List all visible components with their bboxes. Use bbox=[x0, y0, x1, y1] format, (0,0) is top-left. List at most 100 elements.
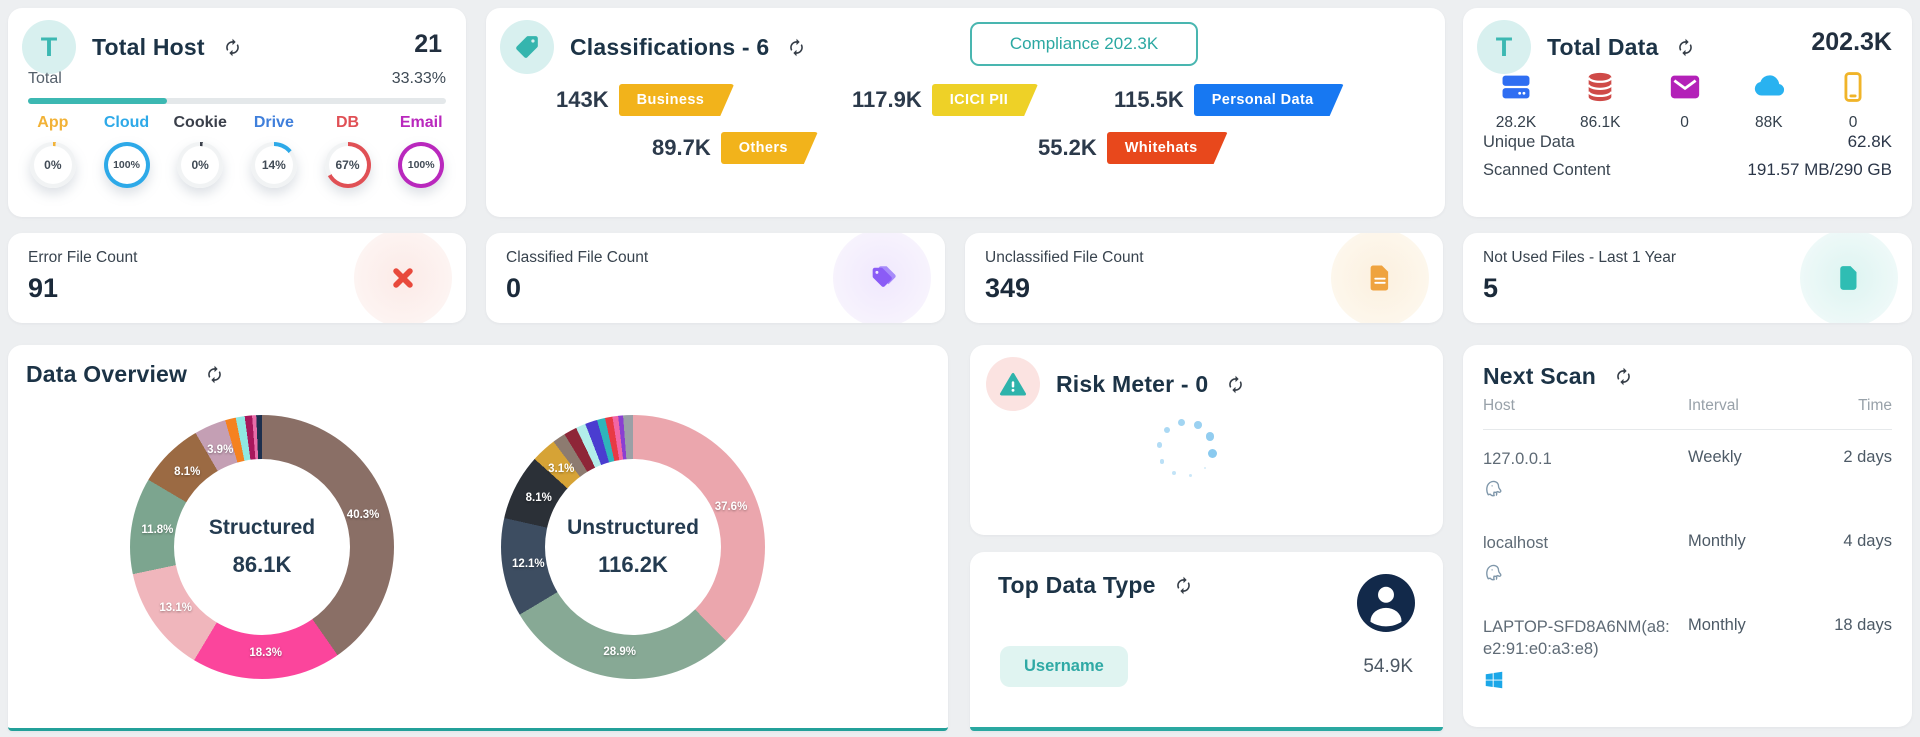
refresh-icon[interactable] bbox=[223, 38, 242, 57]
structured-value: 86.1K bbox=[232, 552, 292, 577]
unique-data-value: 62.8K bbox=[1847, 132, 1892, 151]
gauge-label: DB bbox=[335, 114, 360, 131]
next-scan-header: Host Interval Time bbox=[1483, 397, 1892, 430]
source-value: 88K bbox=[1754, 114, 1783, 131]
gauge-ring: 0% bbox=[29, 142, 76, 188]
top-data-type-value: 54.9K bbox=[1363, 656, 1413, 677]
classification-count: 55.2K bbox=[1038, 135, 1097, 160]
stat-value: 5 bbox=[1483, 273, 1499, 303]
gauge-value: 0% bbox=[44, 158, 62, 172]
next-scan-title: Next Scan bbox=[1483, 363, 1597, 389]
col-interval: Interval bbox=[1688, 397, 1739, 414]
next-scan-card: Next Scan Host Interval Time 127.0.0.1 We… bbox=[1463, 345, 1912, 727]
total-host-card: T Total Host 21 Total 33.33% App 0% Cloud 1… bbox=[8, 8, 466, 217]
gauge-value: 100% bbox=[407, 159, 435, 171]
cloud-icon bbox=[1751, 70, 1787, 109]
next-scan-row: 127.0.0.1 Weekly 2 days bbox=[1483, 430, 1892, 514]
stat-label: Not Used Files - Last 1 Year bbox=[1483, 249, 1676, 266]
data-icon-letter: T bbox=[1495, 31, 1513, 62]
top-data-type-title: Top Data Type bbox=[998, 572, 1156, 598]
classified-file-count-card: Classified File Count 0 bbox=[486, 233, 945, 323]
unclassified-file-count-card: Unclassified File Count 349 bbox=[965, 233, 1443, 323]
gauge-ring: 100% bbox=[103, 142, 150, 188]
classification-item: 115.5K Personal Data bbox=[1114, 82, 1344, 118]
classifications-title: Classifications - 6 bbox=[570, 33, 770, 60]
host-gauge-email: Email 100% bbox=[384, 114, 458, 188]
source-value: 0 bbox=[1848, 114, 1858, 131]
classification-item: 89.7K Others bbox=[652, 130, 818, 166]
loading-spinner-icon bbox=[1150, 413, 1222, 485]
classification-item: 143K Business bbox=[556, 82, 734, 118]
stat-label: Unclassified File Count bbox=[985, 249, 1144, 266]
host-progress-fill bbox=[28, 98, 168, 104]
classification-item: 55.2K Whitehats bbox=[1038, 130, 1228, 166]
col-time: Time bbox=[1858, 397, 1892, 414]
stat-value: 91 bbox=[28, 273, 59, 303]
gauge-label: App bbox=[37, 114, 69, 131]
next-scan-row: localhost Monthly 4 days bbox=[1483, 514, 1892, 598]
gauge-ring: 0% bbox=[177, 142, 224, 188]
unstructured-value: 116.2K bbox=[598, 552, 668, 577]
scan-time: 4 days bbox=[1843, 532, 1892, 550]
host-icon-letter: T bbox=[40, 31, 58, 62]
postgres-icon bbox=[1483, 562, 1688, 590]
classification-count: 143K bbox=[556, 87, 609, 112]
database-icon bbox=[1583, 70, 1617, 109]
gauge-value: 67% bbox=[335, 158, 360, 172]
host-gauge-cookie: Cookie 0% bbox=[163, 114, 237, 188]
refresh-icon[interactable] bbox=[1676, 38, 1695, 57]
scan-interval: Monthly bbox=[1688, 616, 1746, 634]
gauge-value: 0% bbox=[191, 158, 209, 172]
classification-tag[interactable]: Others bbox=[721, 132, 818, 164]
unstructured-donut: Unstructured 116.2K 37.6% 28.9% 12.1% 8.1% 3… bbox=[501, 415, 765, 679]
structured-label: Structured bbox=[208, 516, 316, 539]
unstructured-donut-center: Unstructured 116.2K bbox=[545, 459, 721, 635]
total-data-title: Total Data bbox=[1547, 33, 1659, 60]
host-cell: 127.0.0.1 bbox=[1483, 448, 1688, 514]
stat-value: 0 bbox=[506, 273, 522, 303]
gauge-label: Email bbox=[399, 114, 443, 131]
error-x-icon bbox=[354, 233, 452, 323]
risk-meter-title: Risk Meter - 0 bbox=[1056, 370, 1209, 397]
warning-icon bbox=[986, 357, 1040, 411]
compliance-badge[interactable]: Compliance 202.3K bbox=[970, 22, 1198, 66]
data-overview-title: Data Overview bbox=[26, 361, 188, 387]
classifications-card: Classifications - 6 Compliance 202.3K 14… bbox=[486, 8, 1445, 217]
host-gauges: App 0% Cloud 100% Cookie 0% Drive 14% DB 67% Email… bbox=[16, 114, 458, 188]
total-label: Total bbox=[28, 70, 62, 87]
refresh-icon[interactable] bbox=[1226, 375, 1245, 394]
col-host: Host bbox=[1483, 397, 1515, 414]
server-icon bbox=[1499, 70, 1533, 109]
scanned-content-label: Scanned Content bbox=[1483, 160, 1611, 179]
refresh-icon[interactable] bbox=[1174, 576, 1193, 595]
classification-tag[interactable]: Business bbox=[619, 84, 735, 116]
mail-icon bbox=[1668, 70, 1702, 109]
host-icon: T bbox=[22, 20, 76, 74]
classification-tag[interactable]: Personal Data bbox=[1194, 84, 1344, 116]
gauge-label: Cookie bbox=[173, 114, 227, 131]
host-name: LAPTOP-SFD8A6NM(a8:e2:91:e0:a3:e8) bbox=[1483, 618, 1670, 659]
stat-label: Classified File Count bbox=[506, 249, 649, 266]
gauge-value: 14% bbox=[261, 158, 286, 172]
refresh-icon[interactable] bbox=[787, 38, 806, 57]
scanned-content-value: 191.57 MB/290 GB bbox=[1747, 160, 1892, 179]
unstructured-label: Unstructured bbox=[567, 516, 699, 539]
source-value: 28.2K bbox=[1495, 114, 1537, 131]
not-used-files-card: Not Used Files - Last 1 Year 5 bbox=[1463, 233, 1912, 323]
total-host-title: Total Host bbox=[92, 33, 205, 60]
refresh-icon[interactable] bbox=[205, 365, 224, 384]
error-file-count-card: Error File Count 91 bbox=[8, 233, 466, 323]
top-data-type-name[interactable]: Username bbox=[1000, 646, 1128, 687]
host-progress-bar bbox=[28, 98, 446, 104]
refresh-icon[interactable] bbox=[1614, 367, 1633, 386]
stat-value: 349 bbox=[985, 273, 1031, 303]
structured-donut: Structured 86.1K 40.3% 18.3% 13.1% 11.8% 8.1… bbox=[130, 415, 394, 679]
scan-interval: Weekly bbox=[1688, 448, 1742, 466]
next-scan-table: Host Interval Time 127.0.0.1 Weekly 2 days… bbox=[1483, 397, 1892, 696]
classification-tag[interactable]: ICICI PII bbox=[932, 84, 1038, 116]
stat-label: Error File Count bbox=[28, 249, 138, 266]
next-scan-row: LAPTOP-SFD8A6NM(a8:e2:91:e0:a3:e8) Monthl… bbox=[1483, 598, 1892, 696]
host-gauge-app: App 0% bbox=[16, 114, 90, 188]
classification-tag[interactable]: Whitehats bbox=[1107, 132, 1228, 164]
